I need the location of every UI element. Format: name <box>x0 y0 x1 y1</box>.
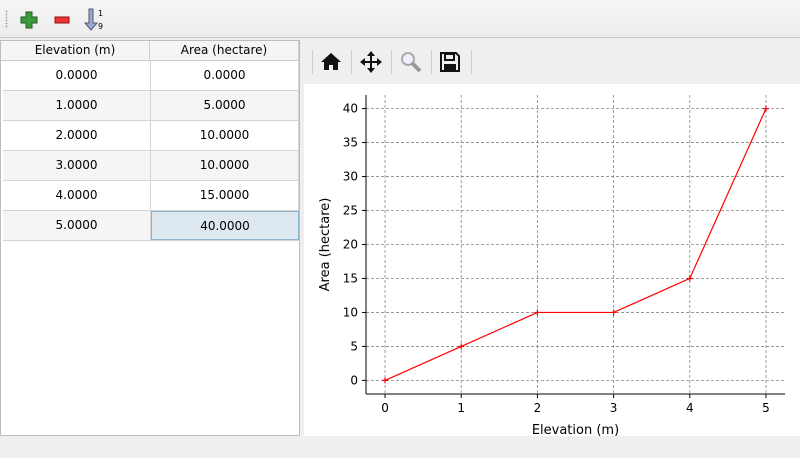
series-line <box>384 108 767 381</box>
table-row[interactable]: 3.0000 10.0000 <box>3 151 299 181</box>
table-row[interactable]: 4.0000 15.0000 <box>3 181 299 211</box>
y-tick-label: 40 <box>343 102 358 116</box>
y-axis-label: Area (hectare) <box>318 198 333 292</box>
area-cell[interactable]: 40.0000 <box>151 211 299 240</box>
data-point <box>610 309 617 316</box>
area-cell[interactable]: 5.0000 <box>151 91 299 120</box>
elevation-cell[interactable]: 4.0000 <box>3 181 151 210</box>
table-row[interactable]: 5.0000 40.0000 <box>3 211 299 241</box>
x-tick-label: 5 <box>762 401 770 415</box>
y-tick-label: 25 <box>343 204 358 218</box>
elevation-cell[interactable]: 3.0000 <box>3 151 151 180</box>
y-tick-label: 10 <box>343 305 358 319</box>
y-tick-label: 20 <box>343 238 358 252</box>
sort-ascending-icon: 19 <box>83 8 103 31</box>
add-row-button[interactable] <box>17 7 41 31</box>
pan-icon <box>360 51 382 73</box>
elevation-area-table[interactable]: Elevation (m) Area (hectare) 0.0000 0.000… <box>0 40 300 436</box>
elevation-cell[interactable]: 2.0000 <box>3 121 151 150</box>
y-tick-label: 15 <box>343 271 358 285</box>
remove-row-button[interactable] <box>50 7 74 31</box>
x-tick-label: 4 <box>686 401 694 415</box>
status-bar <box>0 436 800 458</box>
area-elevation-chart: 0 1 2 3 4 5 0 5 10 15 20 25 30 35 40 Elevation (m) Area … <box>318 95 785 438</box>
save-icon <box>440 52 460 72</box>
elevation-cell[interactable]: 1.0000 <box>3 91 151 120</box>
data-point <box>762 105 769 112</box>
table-row[interactable]: 0.0000 0.0000 <box>3 61 299 91</box>
y-tick-label: 5 <box>350 339 358 353</box>
toolbar-grip[interactable] <box>5 10 8 28</box>
y-tick-label: 35 <box>343 136 358 150</box>
svg-text:9: 9 <box>98 22 103 31</box>
table-row[interactable]: 2.0000 10.0000 <box>3 121 299 151</box>
save-button[interactable] <box>435 47 465 77</box>
column-header-elevation[interactable]: Elevation (m) <box>1 41 150 60</box>
zoom-icon <box>401 52 422 73</box>
x-axis-label: Elevation (m) <box>532 423 619 436</box>
plot-canvas[interactable]: 0 1 2 3 4 5 0 5 10 15 20 25 30 35 40 Elevation (m) Area … <box>304 84 800 438</box>
data-point <box>534 309 541 316</box>
y-tick-label: 30 <box>343 170 358 184</box>
data-point <box>686 275 693 282</box>
plot-navigation-toolbar <box>304 40 800 84</box>
x-tick-label: 2 <box>534 401 542 415</box>
svg-text:1: 1 <box>98 9 103 18</box>
area-cell[interactable]: 15.0000 <box>151 181 299 210</box>
data-point <box>458 343 465 350</box>
area-cell[interactable]: 10.0000 <box>151 151 299 180</box>
area-cell[interactable]: 10.0000 <box>151 121 299 150</box>
x-tick-label: 0 <box>381 401 389 415</box>
plus-icon <box>20 11 38 29</box>
y-tick-label: 0 <box>350 373 358 387</box>
data-point <box>382 377 389 384</box>
x-tick-label: 1 <box>457 401 465 415</box>
elevation-cell[interactable]: 5.0000 <box>3 211 151 240</box>
table-header: Elevation (m) Area (hectare) <box>1 41 299 61</box>
minus-icon <box>54 16 70 24</box>
elevation-cell[interactable]: 0.0000 <box>3 61 151 90</box>
home-icon <box>321 53 341 70</box>
table-row[interactable]: 1.0000 5.0000 <box>3 91 299 121</box>
home-button[interactable] <box>316 47 346 77</box>
zoom-button[interactable] <box>396 47 426 77</box>
area-cell[interactable]: 0.0000 <box>151 61 299 90</box>
x-tick-label: 3 <box>610 401 618 415</box>
column-header-area[interactable]: Area (hectare) <box>150 41 299 60</box>
pan-button[interactable] <box>356 47 386 77</box>
